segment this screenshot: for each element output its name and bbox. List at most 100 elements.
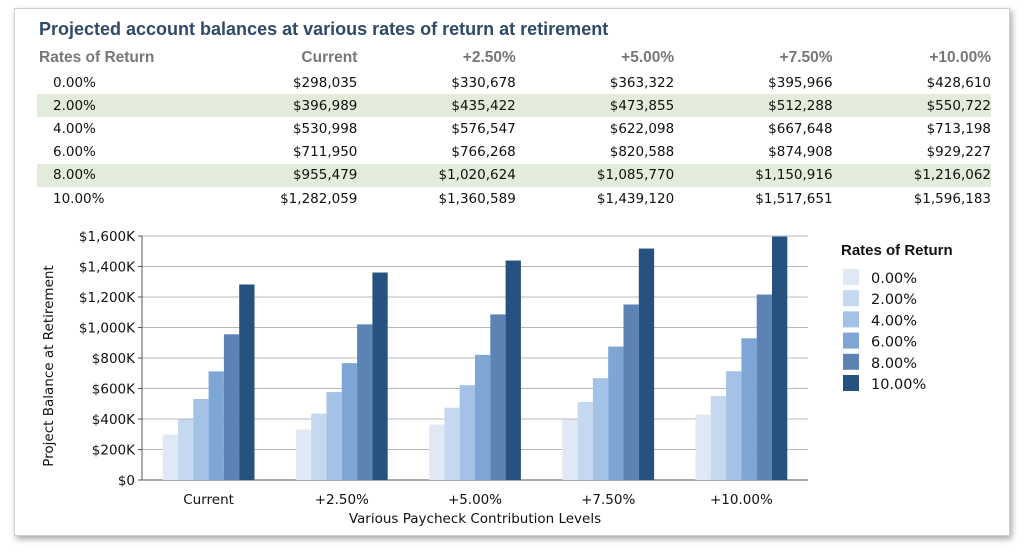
balance-cell: $1,596,183	[913, 190, 991, 207]
table-row: 8.00% $955,479 $1,020,624 $1,085,770 $1,150,…	[37, 163, 991, 187]
balance-cell: $1,517,651	[755, 190, 833, 207]
balance-cell: $622,098	[609, 120, 675, 137]
legend-swatch	[843, 290, 859, 307]
balance-cell: $395,966	[768, 74, 833, 91]
header-column: +10.00%	[929, 49, 991, 66]
bar-10-00pct	[239, 284, 255, 480]
balance-cell: $1,282,059	[280, 190, 358, 207]
bar-6-00pct	[608, 346, 624, 480]
balance-cell: $955,479	[199, 163, 358, 187]
balances-table: Rates of Return Current +2.50% +5.00% +7.50%…	[37, 45, 991, 210]
balance-cell: $1,150,916	[674, 163, 833, 187]
page-title: Projected account balances at various ra…	[39, 19, 609, 39]
bar-2-00pct	[178, 419, 194, 480]
legend-label: 2.00%	[871, 292, 917, 308]
rate-cell: 10.00%	[53, 190, 105, 207]
bar-6-00pct	[341, 363, 358, 480]
bar-4-00pct	[592, 378, 609, 480]
x-tick-label: +7.50%	[581, 492, 635, 508]
table-row: 0.00% $298,035 $330,678 $363,322 $395,966 $42…	[37, 71, 991, 94]
bar-4-00pct	[726, 371, 742, 480]
header-column: +5.00%	[621, 49, 675, 66]
balance-cell: $766,268	[451, 144, 516, 161]
y-tick-label: $1,200K	[79, 290, 136, 306]
x-tick-label: +2.50%	[315, 492, 369, 508]
bar-0-00pct	[162, 434, 178, 480]
balance-cell: $530,998	[292, 120, 358, 137]
bar-0-00pct	[695, 414, 711, 480]
bar-8-00pct	[756, 294, 772, 480]
balance-cell: $363,322	[609, 74, 675, 91]
bar-2-00pct	[710, 396, 727, 480]
bar-8-00pct	[623, 304, 639, 480]
legend-swatch	[843, 353, 859, 370]
rate-cell: 0.00%	[53, 74, 96, 91]
rate-cell: 2.00%	[37, 94, 199, 118]
x-tick-label: +5.00%	[448, 492, 502, 508]
balance-cell: $550,722	[832, 94, 991, 118]
balance-cell: $1,020,624	[357, 163, 516, 187]
table-header-row: Rates of Return Current +2.50% +5.00% +7.50%…	[37, 45, 991, 71]
bar-8-00pct	[357, 324, 373, 480]
legend-title: Rates of Return	[841, 242, 953, 259]
balance-cell: $428,610	[926, 74, 991, 91]
balance-cell: $874,908	[768, 144, 833, 161]
bar-10-00pct	[638, 248, 655, 480]
bar-0-00pct	[295, 429, 312, 480]
balance-cell: $512,288	[674, 94, 833, 118]
y-tick-label: $400K	[92, 412, 136, 428]
bar-2-00pct	[577, 401, 593, 480]
balance-cell: $1,085,770	[515, 163, 675, 187]
legend-swatch	[843, 311, 859, 328]
bar-2-00pct	[444, 407, 460, 480]
table-row: 6.00% $711,950 $766,268 $820,588 $874,908 $92…	[37, 141, 991, 164]
balance-cell: $435,422	[357, 94, 516, 118]
balance-cell: $330,678	[451, 74, 516, 91]
y-tick-label: $1,600K	[79, 229, 136, 245]
y-tick-label: $1,400K	[79, 260, 136, 276]
bar-8-00pct	[223, 334, 240, 480]
legend-swatch	[843, 332, 859, 349]
balance-cell: $396,989	[199, 94, 358, 118]
y-tick-label: $1,000K	[79, 321, 136, 337]
y-tick-label: $0	[118, 473, 135, 489]
bar-6-00pct	[475, 354, 491, 480]
table-row: 10.00% $1,282,059 $1,360,589 $1,439,120 $1,5…	[37, 187, 991, 210]
bar-2-00pct	[311, 413, 327, 480]
header-rates-of-return: Rates of Return	[39, 49, 155, 66]
y-tick-label: $600K	[92, 382, 136, 398]
y-tick-label: $200K	[92, 443, 136, 459]
rate-cell: 6.00%	[53, 144, 96, 161]
x-axis-title: Various Paycheck Contribution Levels	[349, 511, 601, 527]
balance-cell: $1,216,062	[832, 163, 991, 187]
balance-cell: $820,588	[609, 144, 675, 161]
x-tick-label: +10.00%	[710, 492, 773, 508]
legend-swatch	[843, 269, 859, 285]
header-column: +7.50%	[779, 49, 833, 66]
bar-4-00pct	[459, 385, 475, 480]
legend-swatch	[843, 375, 859, 391]
balance-cell: $713,198	[926, 120, 991, 137]
balance-cell: $1,439,120	[596, 190, 675, 207]
bar-10-00pct	[772, 236, 788, 480]
chart-card: Projected account balances at various ra…	[14, 8, 1010, 536]
legend-label: 6.00%	[871, 335, 917, 351]
bar-4-00pct	[193, 399, 209, 480]
table-row: 2.00% $396,989 $435,422 $473,855 $512,288 $55…	[37, 94, 991, 118]
header-column: +2.50%	[462, 49, 516, 66]
rate-cell: 4.00%	[53, 120, 96, 137]
bar-0-00pct	[429, 424, 445, 480]
legend-label: 10.00%	[871, 377, 926, 393]
balance-cell: $473,855	[515, 94, 675, 118]
bar-6-00pct	[741, 338, 757, 480]
balance-cell: $576,547	[451, 120, 516, 137]
table-row: 4.00% $530,998 $576,547 $622,098 $667,648 $71…	[37, 117, 991, 140]
legend-label: 0.00%	[871, 271, 917, 287]
x-tick-label: Current	[183, 492, 234, 508]
bar-10-00pct	[372, 272, 388, 480]
bar-chart: $0 $200K $400K $600K $800K $1,000K $1,200K $1,4…	[41, 229, 953, 527]
balance-cell: $929,227	[926, 144, 991, 161]
balance-cell: $667,648	[768, 120, 833, 137]
y-tick-label: $800K	[92, 351, 136, 367]
bar-0-00pct	[562, 419, 578, 480]
